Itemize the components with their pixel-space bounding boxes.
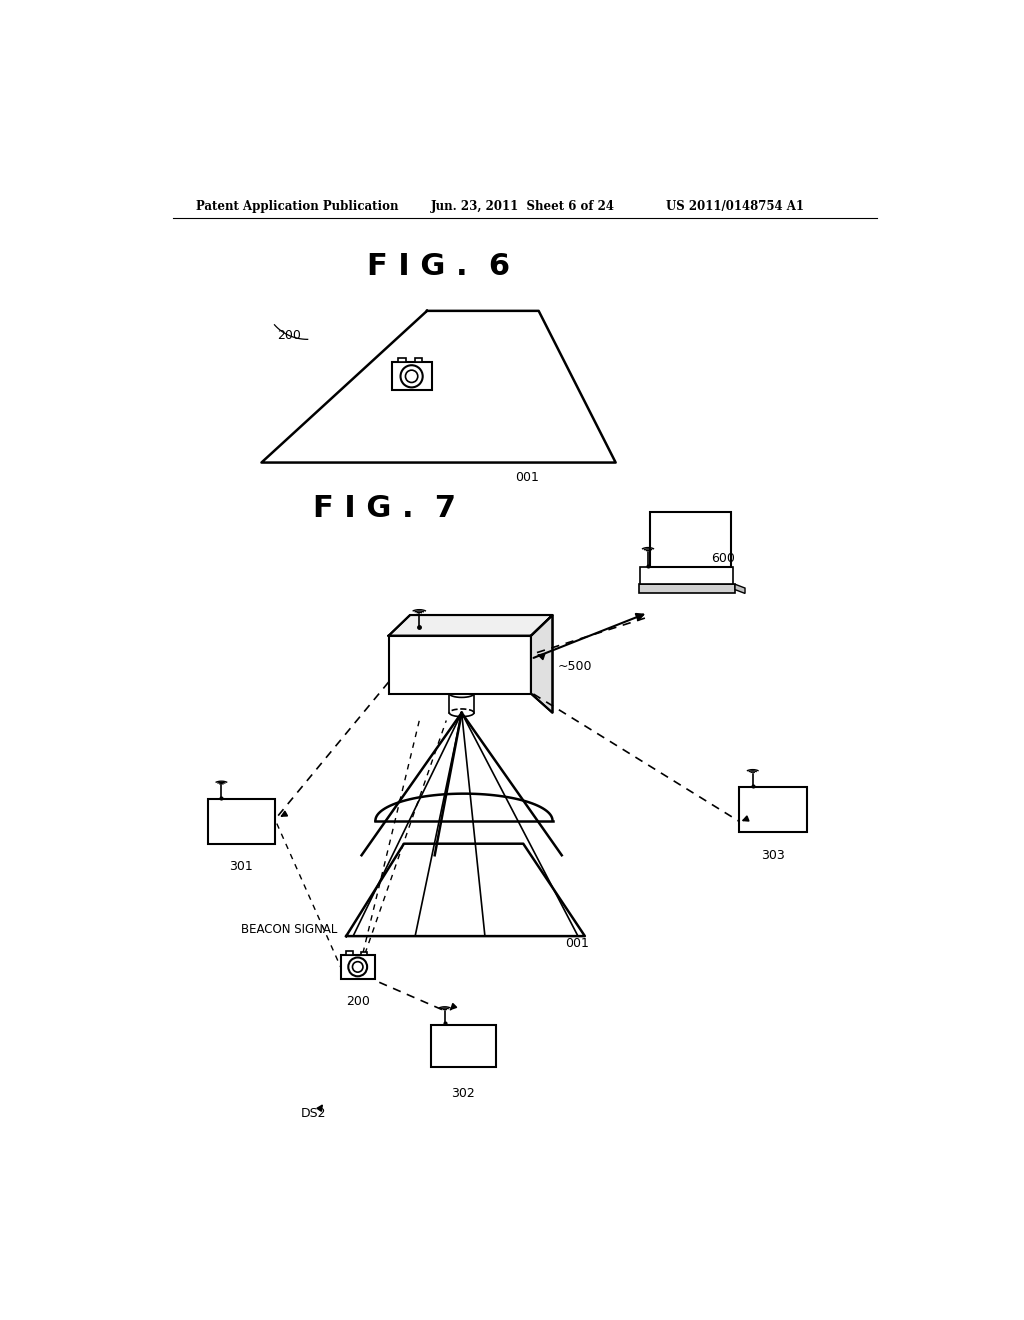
FancyBboxPatch shape	[360, 952, 367, 956]
Text: F I G .  7: F I G . 7	[313, 494, 456, 523]
Text: 200: 200	[346, 995, 370, 1008]
FancyBboxPatch shape	[739, 788, 807, 832]
Text: 001: 001	[565, 937, 589, 950]
FancyBboxPatch shape	[639, 585, 735, 594]
Text: US 2011/0148754 A1: US 2011/0148754 A1	[666, 199, 804, 213]
Text: BEACON SIGNAL: BEACON SIGNAL	[241, 924, 337, 936]
FancyBboxPatch shape	[388, 636, 531, 693]
Circle shape	[352, 962, 362, 972]
Circle shape	[400, 366, 423, 387]
Text: DS2: DS2	[301, 1106, 327, 1119]
Text: Patent Application Publication: Patent Application Publication	[196, 199, 398, 213]
FancyBboxPatch shape	[431, 1024, 497, 1067]
FancyBboxPatch shape	[391, 363, 432, 391]
Circle shape	[348, 957, 368, 977]
Polygon shape	[735, 585, 745, 594]
FancyBboxPatch shape	[346, 950, 353, 956]
Text: 302: 302	[452, 1088, 475, 1101]
Text: 303: 303	[761, 849, 784, 862]
Text: 001: 001	[515, 471, 539, 484]
Text: Jun. 23, 2011  Sheet 6 of 24: Jun. 23, 2011 Sheet 6 of 24	[431, 199, 614, 213]
Polygon shape	[531, 615, 553, 713]
Text: 600: 600	[712, 552, 735, 565]
FancyBboxPatch shape	[650, 512, 731, 568]
Text: ~500: ~500	[558, 660, 593, 673]
Text: 301: 301	[229, 861, 253, 874]
FancyBboxPatch shape	[397, 358, 407, 363]
Text: F I G .  6: F I G . 6	[367, 252, 510, 281]
FancyBboxPatch shape	[208, 799, 275, 843]
FancyBboxPatch shape	[341, 956, 375, 978]
Polygon shape	[388, 615, 553, 636]
Text: 200: 200	[278, 329, 301, 342]
FancyBboxPatch shape	[640, 568, 733, 585]
FancyBboxPatch shape	[416, 359, 422, 363]
Circle shape	[406, 370, 418, 383]
